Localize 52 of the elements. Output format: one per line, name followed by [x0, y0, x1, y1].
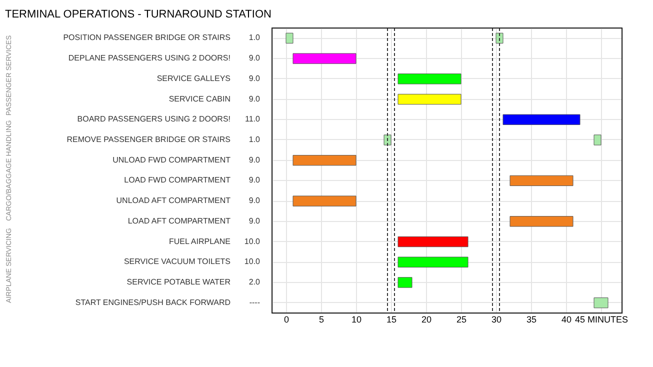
y-tick-label: SERVICE POTABLE WATER — [126, 277, 231, 286]
x-tick-label: 40 — [561, 314, 572, 324]
y-tick-label: LOAD FWD COMPARTMENT — [124, 176, 231, 185]
x-tick-label: 30 — [491, 314, 502, 324]
x-tick-label: 15 — [386, 314, 397, 324]
y-tick-label: FUEL AIRPLANE — [168, 236, 230, 246]
y-tick-label: UNLOAD AFT COMPARTMENT — [116, 196, 231, 206]
y-tick-label: SERVICE VACUUM TOILETS — [124, 257, 230, 266]
data-label: 2.0 — [248, 277, 261, 286]
data-label: 1.0 — [248, 33, 261, 42]
bar — [398, 74, 462, 84]
bar — [398, 94, 462, 105]
data-label: 9.0 — [248, 94, 261, 104]
x-tick-label: 45 MINUTES — [574, 314, 628, 324]
x-tick-label: 35 — [526, 314, 537, 324]
y-tick-label: START ENGINES/PUSH BACK FORWARD — [75, 298, 231, 307]
data-label: ---- — [249, 298, 260, 307]
bar — [292, 154, 356, 166]
x-tick-label: 5 — [318, 314, 324, 324]
y-tick-label: BOARD PASSENGERS USING 2 DOORS! — [77, 114, 230, 124]
y-tick-label: SERVICE CABIN — [168, 94, 231, 104]
data-label: 9.0 — [248, 196, 261, 206]
bar — [594, 134, 602, 146]
data-label: 9.0 — [248, 155, 261, 164]
bar — [510, 216, 574, 227]
data-label: 9.0 — [248, 74, 261, 83]
bar — [292, 196, 356, 206]
bar — [496, 32, 504, 44]
y-tick-label: LOAD AFT COMPARTMENT — [128, 216, 231, 226]
data-label: 10.0 — [244, 257, 261, 266]
data-label: 1.0 — [248, 134, 261, 144]
y-tick-label: POSITION PASSENGER BRIDGE OR STAIRS — [63, 33, 230, 42]
bar — [510, 175, 574, 186]
data-label: 10.0 — [244, 236, 261, 246]
data-label: 9.0 — [248, 216, 261, 226]
y-tick-label: DEPLANE PASSENGERS USING 2 DOORS! — [68, 54, 230, 63]
bar — [398, 277, 412, 288]
bar — [398, 236, 468, 248]
x-tick-label: 20 — [421, 314, 432, 324]
bar — [398, 256, 468, 268]
data-label: 9.0 — [248, 176, 261, 185]
y-tick-label: UNLOAD FWD COMPARTMENT — [112, 155, 231, 164]
x-tick-label: 10 — [351, 314, 362, 324]
y-tick-label: REMOVE PASSENGER BRIDGE OR STAIRS — [66, 134, 230, 144]
x-tick-label: 0 — [284, 314, 290, 324]
text: TERMINAL OPERATIONS - TURNAROUND STATION — [5, 8, 272, 20]
bar — [292, 53, 356, 64]
x-tick-label: 25 — [456, 314, 467, 324]
data-label: 11.0 — [245, 114, 261, 124]
y-tick-label: SERVICE GALLEYS — [156, 74, 230, 83]
data-label: 9.0 — [248, 54, 261, 63]
bar — [502, 114, 580, 125]
